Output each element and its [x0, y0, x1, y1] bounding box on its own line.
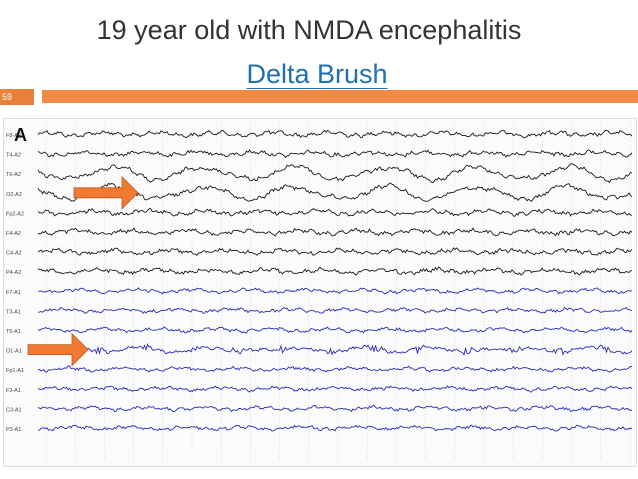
eeg-channel-trace: [37, 266, 633, 276]
channel-label: T6-A2: [6, 172, 21, 178]
slide-title: 19 year old with NMDA encephalitis: [96, 15, 522, 45]
delta-brush-link[interactable]: Delta Brush: [246, 59, 388, 89]
eeg-channel-trace: [37, 287, 633, 295]
eeg-channel-trace: [37, 306, 633, 314]
channel-label: F8-A2: [6, 133, 21, 139]
channel-label: F3-A1: [6, 388, 21, 394]
eeg-channel-trace: [37, 149, 633, 159]
channel-label: F7-A1: [6, 290, 21, 296]
channel-label: T4-A2: [6, 153, 21, 159]
eeg-channel-trace: [37, 385, 633, 393]
channel-label: C3-A1: [6, 407, 22, 413]
channel-label: T5-A1: [6, 329, 21, 335]
channel-label: Fp2-A2: [6, 211, 24, 217]
channel-label: Fp1-A1: [6, 368, 24, 374]
channel-label: O2-A2: [6, 192, 22, 198]
channel-label: F4-A2: [6, 231, 21, 237]
eeg-channel-trace: [37, 207, 633, 217]
eeg-channel-trace: [37, 342, 633, 356]
slide-number-badge: [0, 89, 34, 105]
eeg-channel-trace: [37, 163, 633, 184]
panel-label: A: [14, 125, 27, 145]
eeg-channel-trace: [37, 326, 633, 334]
channel-label: O1-A1: [6, 349, 22, 355]
accent-bar: [42, 90, 638, 103]
eeg-channel-trace: [37, 404, 633, 413]
eeg-channel-trace: [37, 247, 633, 256]
annotation-arrow: [73, 175, 139, 210]
channel-label: T3-A1: [6, 309, 21, 315]
slide-subtitle-link[interactable]: Delta Brush: [0, 58, 636, 90]
eeg-channel-trace: [37, 365, 632, 373]
eeg-figure: F8-A2 T4-A2 T6-A2 O2-A2 Fp2-A2 F4-A2 C4-A2 P4-A…: [3, 118, 637, 467]
eeg-tracing: F8-A2 T4-A2 T6-A2 O2-A2 Fp2-A2 F4-A2 C4-A2 P4-A…: [6, 123, 633, 462]
eeg-channel-trace: [37, 227, 633, 237]
annotation-arrow: [27, 332, 89, 367]
channel-label: P3-A1: [6, 427, 21, 433]
channel-label: C4-A2: [6, 251, 22, 257]
eeg-channel-trace: [37, 129, 633, 139]
channel-label: P4-A2: [6, 270, 21, 276]
slide-number: 59: [2, 92, 13, 102]
eeg-channel-trace: [37, 182, 633, 203]
eeg-channel-trace: [37, 424, 633, 432]
